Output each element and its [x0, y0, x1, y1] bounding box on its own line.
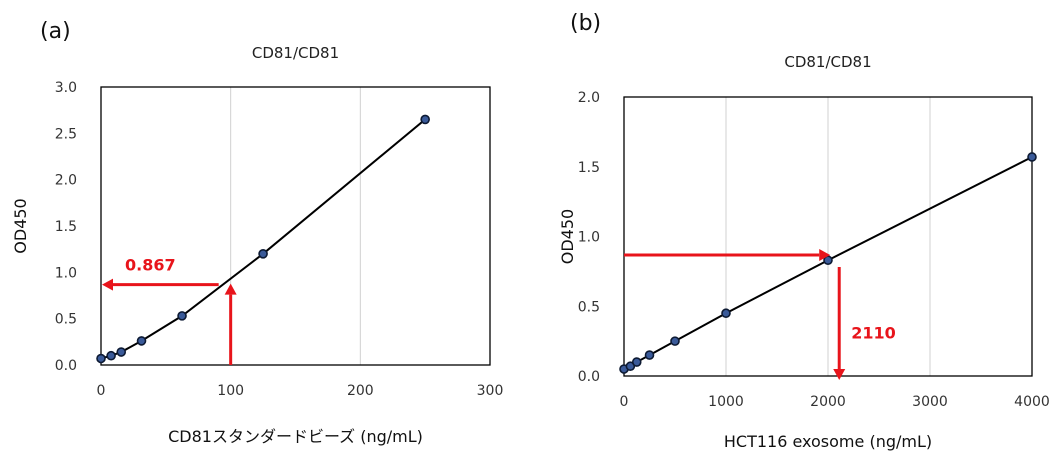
- series-line: [100, 118, 426, 360]
- y-tick-label: 1.5: [578, 160, 600, 176]
- data-point: [670, 336, 680, 346]
- x-tick-label: 200: [347, 383, 374, 399]
- data-point: [420, 114, 430, 125]
- x-tick-label: 2000: [810, 394, 846, 410]
- y-tick-label: 0.5: [578, 299, 600, 315]
- y-axis-label: OD450: [558, 209, 577, 264]
- y-axis-label: OD450: [11, 198, 30, 253]
- chart-title: CD81/CD81: [252, 44, 339, 62]
- annotation-arrow-left-head: [102, 278, 113, 291]
- data-point: [1027, 152, 1037, 162]
- y-tick-label: 1.5: [55, 219, 77, 235]
- data-point: [96, 353, 106, 364]
- annotation-arrow-right-head: [819, 249, 831, 262]
- x-tick-label: 0: [620, 394, 629, 410]
- plot-frame: [623, 96, 1033, 377]
- y-tick-label: 2.0: [578, 90, 600, 106]
- chart-title: CD81/CD81: [784, 53, 871, 71]
- data-point: [258, 249, 268, 259]
- y-tick-label: 1.0: [55, 265, 77, 281]
- x-tick-label: 0: [97, 383, 106, 399]
- data-point: [631, 357, 642, 367]
- data-point: [625, 361, 636, 372]
- y-tick-label: 0.5: [55, 312, 77, 328]
- data-point: [644, 350, 655, 360]
- panel-label: (a): [40, 19, 71, 44]
- annotation-arrow-down-head: [833, 369, 846, 380]
- annotation-value: 0.867: [125, 256, 176, 275]
- data-point: [136, 336, 147, 346]
- annotation-arrow-up-head: [224, 283, 237, 295]
- annotation-value: 2110: [851, 323, 896, 342]
- y-tick-label: 2.5: [55, 126, 77, 142]
- y-tick-label: 3.0: [55, 80, 77, 96]
- data-point: [116, 347, 127, 357]
- x-tick-label: 300: [477, 383, 504, 399]
- x-axis-label: HCT116 exosome (ng/mL): [724, 432, 932, 451]
- y-tick-label: 0.0: [578, 369, 600, 385]
- x-tick-label: 3000: [912, 394, 948, 410]
- x-tick-label: 4000: [1014, 394, 1050, 410]
- y-tick-label: 1.0: [578, 230, 600, 246]
- y-tick-label: 0.0: [55, 358, 77, 374]
- data-point: [177, 311, 187, 321]
- x-axis-label: CD81スタンダードビーズ (ng/mL): [168, 427, 423, 446]
- y-tick-label: 2.0: [55, 173, 77, 189]
- plot-frame: [100, 86, 491, 366]
- panel-label: (b): [570, 11, 601, 36]
- x-tick-label: 100: [217, 383, 244, 399]
- data-point: [721, 308, 731, 319]
- data-point: [106, 350, 116, 361]
- x-tick-label: 1000: [708, 394, 744, 410]
